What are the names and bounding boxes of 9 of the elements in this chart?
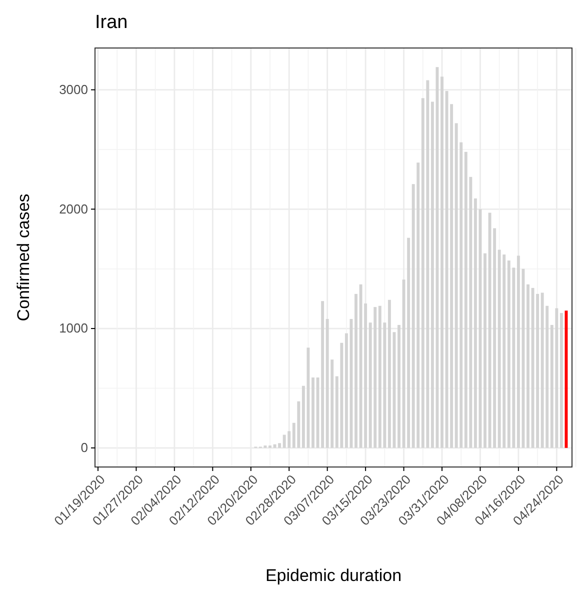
y-tick-label: 1000 [59, 320, 88, 336]
y-tick-label: 3000 [59, 82, 88, 97]
bar [560, 313, 563, 448]
y-tick-label: 0 [80, 440, 88, 456]
chart-title: Iran [95, 12, 128, 33]
y-axis-title: Confirmed cases [14, 194, 33, 322]
x-axis-title: Epidemic duration [265, 566, 402, 585]
bar [564, 310, 568, 448]
y-tick-label: 2000 [59, 201, 88, 216]
